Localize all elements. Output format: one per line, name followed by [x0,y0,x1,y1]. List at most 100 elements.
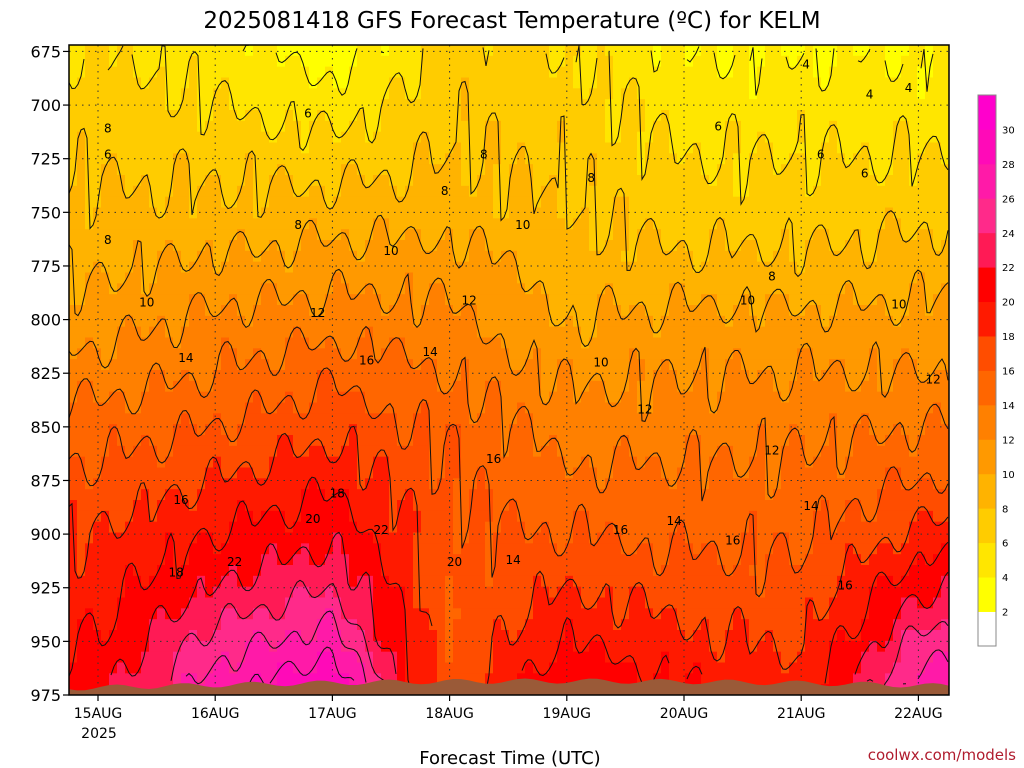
temp-cell [573,229,582,241]
temp-cell [381,565,390,577]
temp-cell [69,467,78,479]
temp-cell [197,66,206,79]
temp-cell [357,391,366,404]
temp-cell [461,521,470,534]
temp-cell [389,250,398,263]
temp-cell [565,131,574,144]
temp-cell [197,88,206,100]
temp-cell [693,196,702,209]
temp-cell [373,207,382,219]
temp-cell [501,120,510,133]
temp-cell [621,391,630,404]
temp-cell [397,77,406,89]
temp-cell [101,554,110,566]
temp-cell [453,402,462,414]
temp-cell [589,532,598,544]
temp-cell [213,66,222,79]
temp-cell [109,532,118,544]
temp-cell [77,500,86,512]
temp-cell [549,305,558,317]
temp-cell [573,435,582,447]
temp-cell [165,608,174,620]
temp-cell [173,380,182,393]
temp-cell [421,565,430,577]
temp-cell [717,326,726,339]
temp-cell [453,651,462,664]
temp-cell [437,380,446,393]
temp-cell [669,142,678,154]
temp-cell [389,337,398,349]
temp-cell [221,272,230,284]
temp-cell [413,554,422,566]
temp-cell [429,500,438,512]
temp-cell [517,261,526,274]
temp-cell [197,532,206,544]
temp-cell [669,424,678,436]
temp-cell [349,489,358,501]
temp-cell [381,359,390,371]
temp-cell [429,554,438,566]
temp-cell [317,456,326,469]
temp-cell [645,77,654,89]
temp-cell [149,229,158,241]
temp-cell [109,380,118,393]
temp-cell [637,337,646,349]
temp-cell [549,673,558,685]
temp-cell [181,294,190,306]
temp-cell [645,229,654,241]
temp-cell [213,565,222,577]
temp-cell [685,435,694,447]
temp-cell [205,196,214,209]
temp-cell [69,640,78,653]
temp-cell [85,218,94,230]
temp-cell [573,66,582,79]
temp-cell [565,424,574,436]
temp-cell [717,45,726,57]
temp-cell [133,294,142,306]
temp-cell [541,240,550,252]
temp-cell [141,424,150,436]
temp-cell [565,337,574,349]
temp-cell [693,424,702,436]
temp-cell [661,77,670,89]
temp-cell [301,402,310,414]
temp-cell [725,575,734,588]
temp-cell [669,45,678,57]
temp-cell [533,575,542,588]
temp-cell [613,575,622,588]
temp-cell [197,196,206,209]
temp-cell [405,662,414,674]
temp-cell [165,359,174,371]
temp-cell [245,478,254,490]
temp-cell [685,185,694,198]
temp-cell [125,662,134,674]
temp-cell [421,250,430,263]
temp-cell [157,413,166,425]
temp-cell [341,66,350,79]
temp-cell [693,402,702,414]
temp-cell [245,489,254,501]
temp-cell [381,467,390,479]
temp-cell [429,348,438,360]
temp-cell [501,370,510,382]
temp-cell [573,337,582,349]
temp-cell [605,370,614,382]
temp-cell [533,250,542,263]
temp-cell [621,435,630,447]
temp-cell [421,467,430,479]
temp-cell [509,424,518,436]
temp-cell [525,380,534,393]
temp-cell [685,500,694,512]
temp-cell [629,575,638,588]
temp-cell [125,619,134,631]
temp-cell [701,55,710,68]
temp-cell [549,640,558,653]
temp-cell [717,478,726,490]
temp-cell [469,640,478,653]
temp-cell [309,88,318,100]
temp-cell [597,240,606,252]
temp-cell [285,445,294,458]
temp-cell [125,413,134,425]
temp-cell [381,229,390,241]
temp-cell [357,131,366,144]
